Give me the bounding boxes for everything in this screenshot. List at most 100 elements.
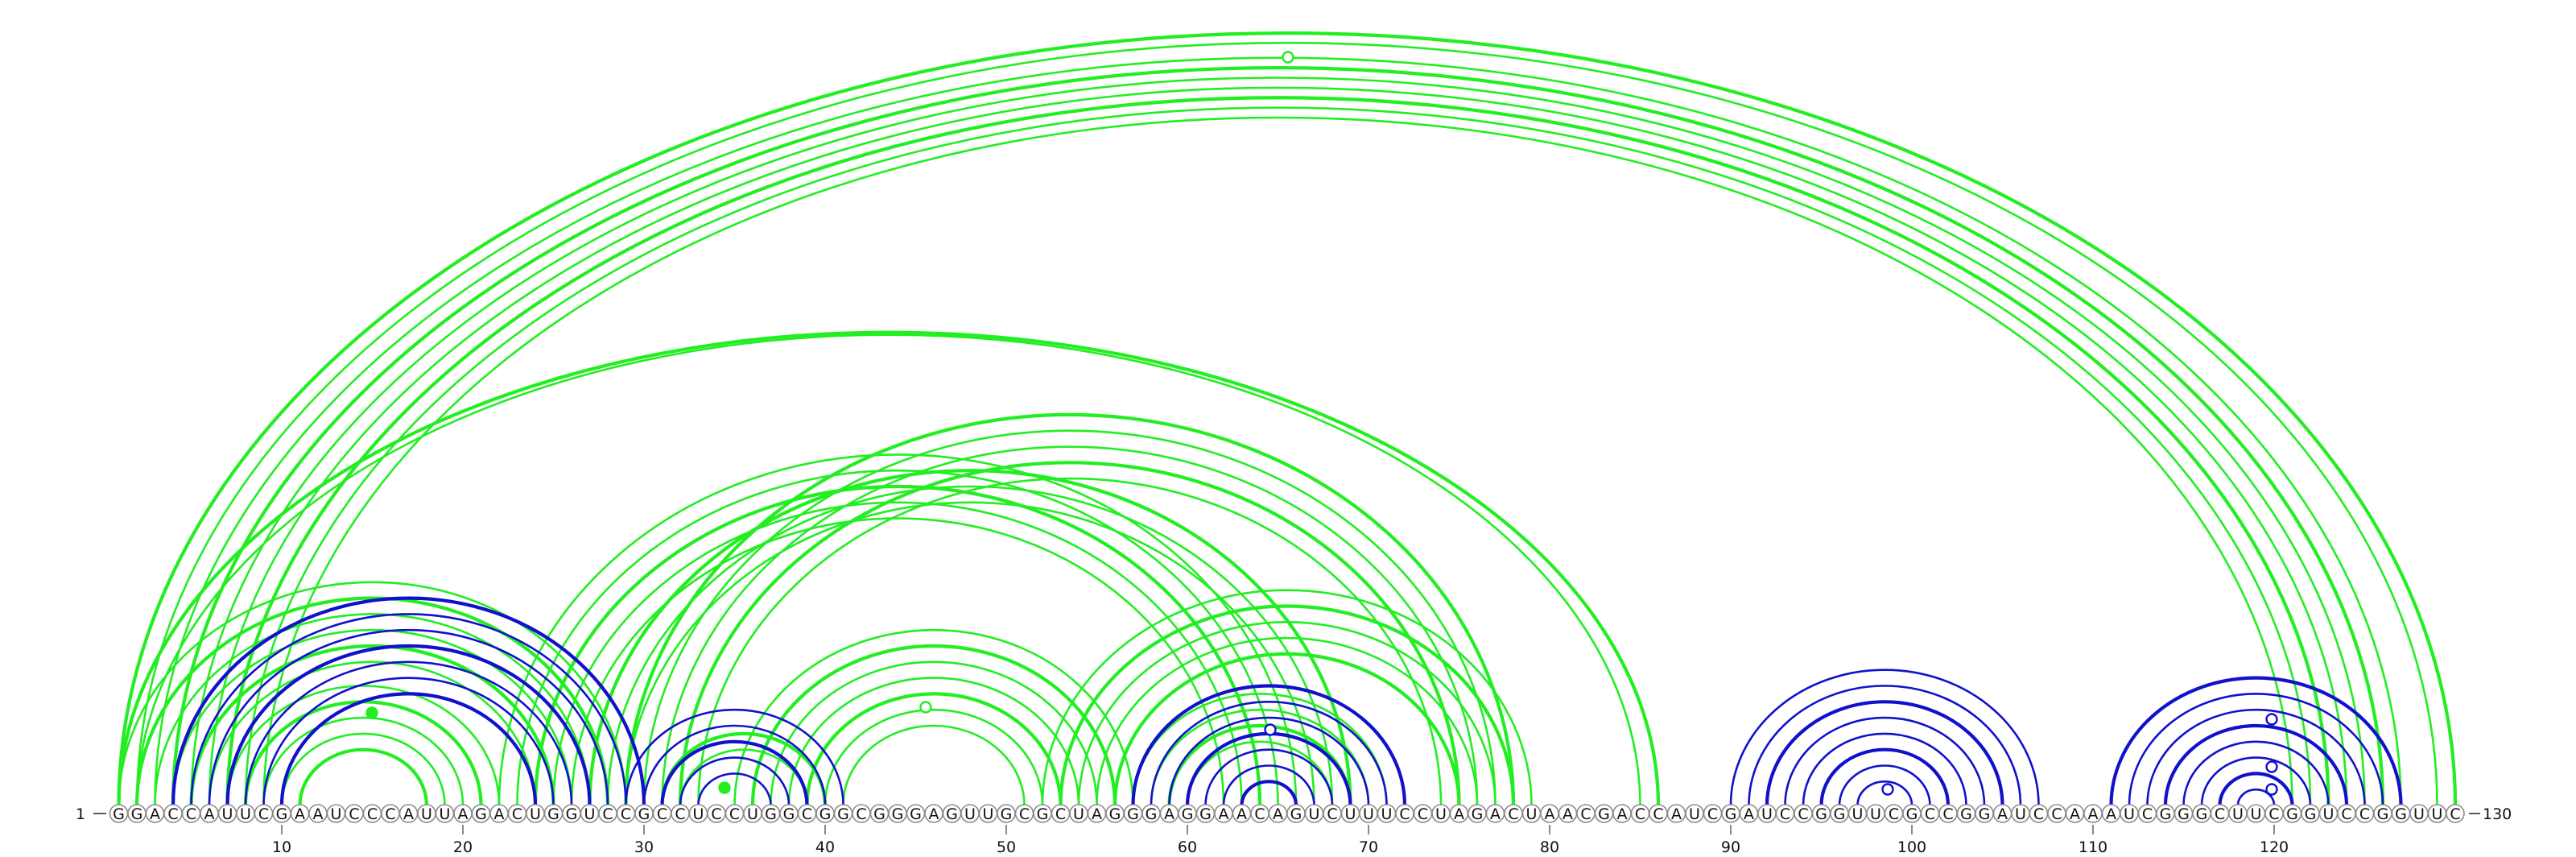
nucleotide-letter: G bbox=[2305, 805, 2317, 823]
nucleotide-letter: C bbox=[1635, 805, 1645, 823]
nucleotide-letter: C bbox=[729, 805, 740, 823]
green-pair-arc bbox=[625, 501, 1315, 806]
nucleotide-letter: G bbox=[1960, 805, 1972, 823]
nucleotide-letter: C bbox=[385, 805, 395, 823]
green-pair-arc bbox=[842, 724, 1026, 806]
blue-pair-arc bbox=[2109, 676, 2403, 806]
nucleotide-letter: G bbox=[2160, 805, 2172, 823]
arc-marker bbox=[1881, 783, 1894, 796]
arc-marker bbox=[2265, 713, 2278, 726]
arc-marker bbox=[1282, 51, 1294, 64]
green-pair-arc bbox=[678, 461, 1461, 806]
nucleotide-letter: A bbox=[1545, 805, 1555, 823]
nucleotide-letter: U bbox=[983, 805, 994, 823]
nucleotide-letter: C bbox=[1399, 805, 1410, 823]
nucleotide-letter: U bbox=[222, 805, 233, 823]
nucleotide-letter: C bbox=[349, 805, 359, 823]
blue-pair-arc bbox=[642, 724, 827, 806]
tick-label: 10 bbox=[272, 838, 291, 856]
nucleotide-letter: C bbox=[1327, 805, 1337, 823]
nucleotide-letter: U bbox=[530, 805, 541, 823]
blue-pair-arc bbox=[244, 660, 573, 806]
nucleotide-letter: G bbox=[1001, 805, 1013, 823]
nucleotide-letter: G bbox=[475, 805, 487, 823]
nucleotide-letter: C bbox=[1418, 805, 1428, 823]
tick-label: 90 bbox=[1721, 838, 1740, 856]
nucleotide-letter: A bbox=[2106, 805, 2116, 823]
green-pair-arc bbox=[280, 732, 446, 806]
nucleotide-letter: A bbox=[403, 805, 414, 823]
nucleotide-letter: C bbox=[1508, 805, 1518, 823]
nucleotide-letter: G bbox=[1127, 805, 1139, 823]
green-pair-arc bbox=[624, 412, 1516, 806]
nucleotide-letter: C bbox=[856, 805, 866, 823]
green-pair-arc bbox=[770, 660, 1098, 806]
nucleotide-letter: A bbox=[1164, 805, 1174, 823]
nucleotide-letter: C bbox=[802, 805, 812, 823]
nucleotide-letter: G bbox=[547, 805, 559, 823]
nucleotide-letter: U bbox=[1073, 805, 1084, 823]
green-pair-arc bbox=[154, 56, 2402, 806]
nucleotide-letter: U bbox=[2413, 805, 2425, 823]
nucleotide-letter: G bbox=[131, 805, 143, 823]
nucleotide-letter: A bbox=[929, 805, 939, 823]
nucleotide-letter: U bbox=[421, 805, 432, 823]
nucleotide-letter: C bbox=[621, 805, 631, 823]
green-pair-arc bbox=[117, 330, 1661, 806]
green-pair-arc bbox=[606, 485, 1334, 806]
start-index-label: 1 bbox=[76, 805, 85, 823]
nucleotide-letter: C bbox=[186, 805, 196, 823]
nucleotide-circle bbox=[2446, 804, 2465, 823]
nucleotide-letter: U bbox=[1345, 805, 1356, 823]
arc-markers-layer bbox=[365, 51, 2278, 796]
green-pair-arc bbox=[298, 747, 429, 806]
nucleotide-letter: G bbox=[892, 805, 904, 823]
nucleotide-letter: C bbox=[2142, 805, 2153, 823]
green-pair-arc bbox=[533, 484, 1262, 806]
nucleotide-letter: G bbox=[1037, 805, 1049, 823]
nucleotide-letter: C bbox=[1798, 805, 1808, 823]
blue-pair-arc bbox=[171, 596, 646, 806]
nucleotide-letter: U bbox=[693, 805, 704, 823]
blue-pair-arc bbox=[1222, 764, 1315, 806]
nucleotide-letter: U bbox=[1309, 805, 1320, 823]
nucleotide-letter: U bbox=[1689, 805, 1700, 823]
green-pair-arc bbox=[171, 66, 2385, 806]
nucleotide-letter: A bbox=[1219, 805, 1229, 823]
nucleotide-letter: A bbox=[1490, 805, 1501, 823]
nucleotide-letter: U bbox=[240, 805, 251, 823]
end-index-label: 130 bbox=[2483, 805, 2512, 823]
blue-pair-arc bbox=[1240, 780, 1298, 806]
arc-marker bbox=[365, 706, 378, 719]
arc-marker bbox=[718, 781, 731, 794]
arc-marker bbox=[919, 701, 932, 714]
blue-pair-arc bbox=[1802, 732, 1967, 806]
nucleotide-letter: A bbox=[1997, 805, 2008, 823]
nucleotide-letter: G bbox=[873, 805, 886, 823]
nucleotide-letter: C bbox=[2341, 805, 2351, 823]
blue-pair-arc bbox=[1856, 780, 1913, 806]
nucleotide-letter: C bbox=[1889, 805, 1899, 823]
green-pair-arc bbox=[135, 333, 1641, 806]
green-pair-arc bbox=[588, 469, 1352, 806]
blue-pair-arc bbox=[1729, 669, 2040, 806]
blue-pair-arc bbox=[1168, 716, 1370, 806]
nucleotide-letter: G bbox=[1834, 805, 1846, 823]
nucleotide-letter: C bbox=[512, 805, 522, 823]
nucleotide-letter: G bbox=[1146, 805, 1158, 823]
tick-label: 30 bbox=[634, 838, 654, 856]
green-pair-arc bbox=[1113, 652, 1461, 806]
tick-label: 20 bbox=[453, 838, 473, 856]
nucleotide-letter: C bbox=[258, 805, 269, 823]
nucleotide-letter: G bbox=[765, 805, 777, 823]
nucleotide-letter: G bbox=[1725, 805, 1737, 823]
nucleotide-letter: G bbox=[1472, 805, 1484, 823]
blue-pair-arc bbox=[208, 628, 609, 806]
blue-pair-arc bbox=[2128, 693, 2384, 806]
nucleotide-letter: A bbox=[1236, 805, 1247, 823]
blue-pair-arc bbox=[2163, 723, 2349, 806]
nucleotide-letter: G bbox=[1109, 805, 1121, 823]
nucleotide-letter: G bbox=[819, 805, 832, 823]
